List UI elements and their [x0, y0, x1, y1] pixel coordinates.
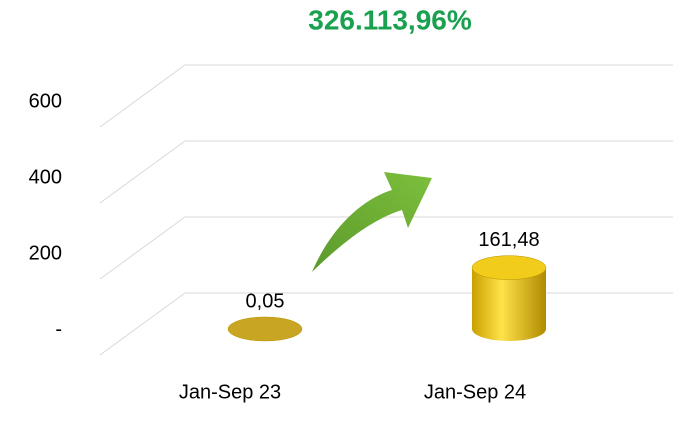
data-label: 0,05 [246, 290, 285, 312]
y-tick-label: 600 [29, 90, 62, 112]
cylinder-top [471, 255, 547, 280]
annotation: 326.113,96% [308, 4, 472, 35]
data-label: 161,48 [478, 229, 539, 251]
y-tick-label: 200 [29, 242, 62, 264]
cylinder [471, 255, 547, 341]
grid-line [99, 140, 673, 204]
cylinder [227, 316, 303, 342]
grid-line [99, 216, 673, 280]
grid-line [99, 292, 673, 356]
cylinder-top [227, 316, 303, 342]
trend-arrow [312, 172, 432, 272]
y-tick-label: - [55, 318, 62, 340]
x-tick-label: Jan-Sep 24 [424, 381, 526, 403]
x-tick-label: Jan-Sep 23 [179, 381, 281, 403]
y-tick-label: 400 [29, 166, 62, 188]
grid-line [99, 64, 673, 128]
cylinder-body [472, 267, 546, 341]
